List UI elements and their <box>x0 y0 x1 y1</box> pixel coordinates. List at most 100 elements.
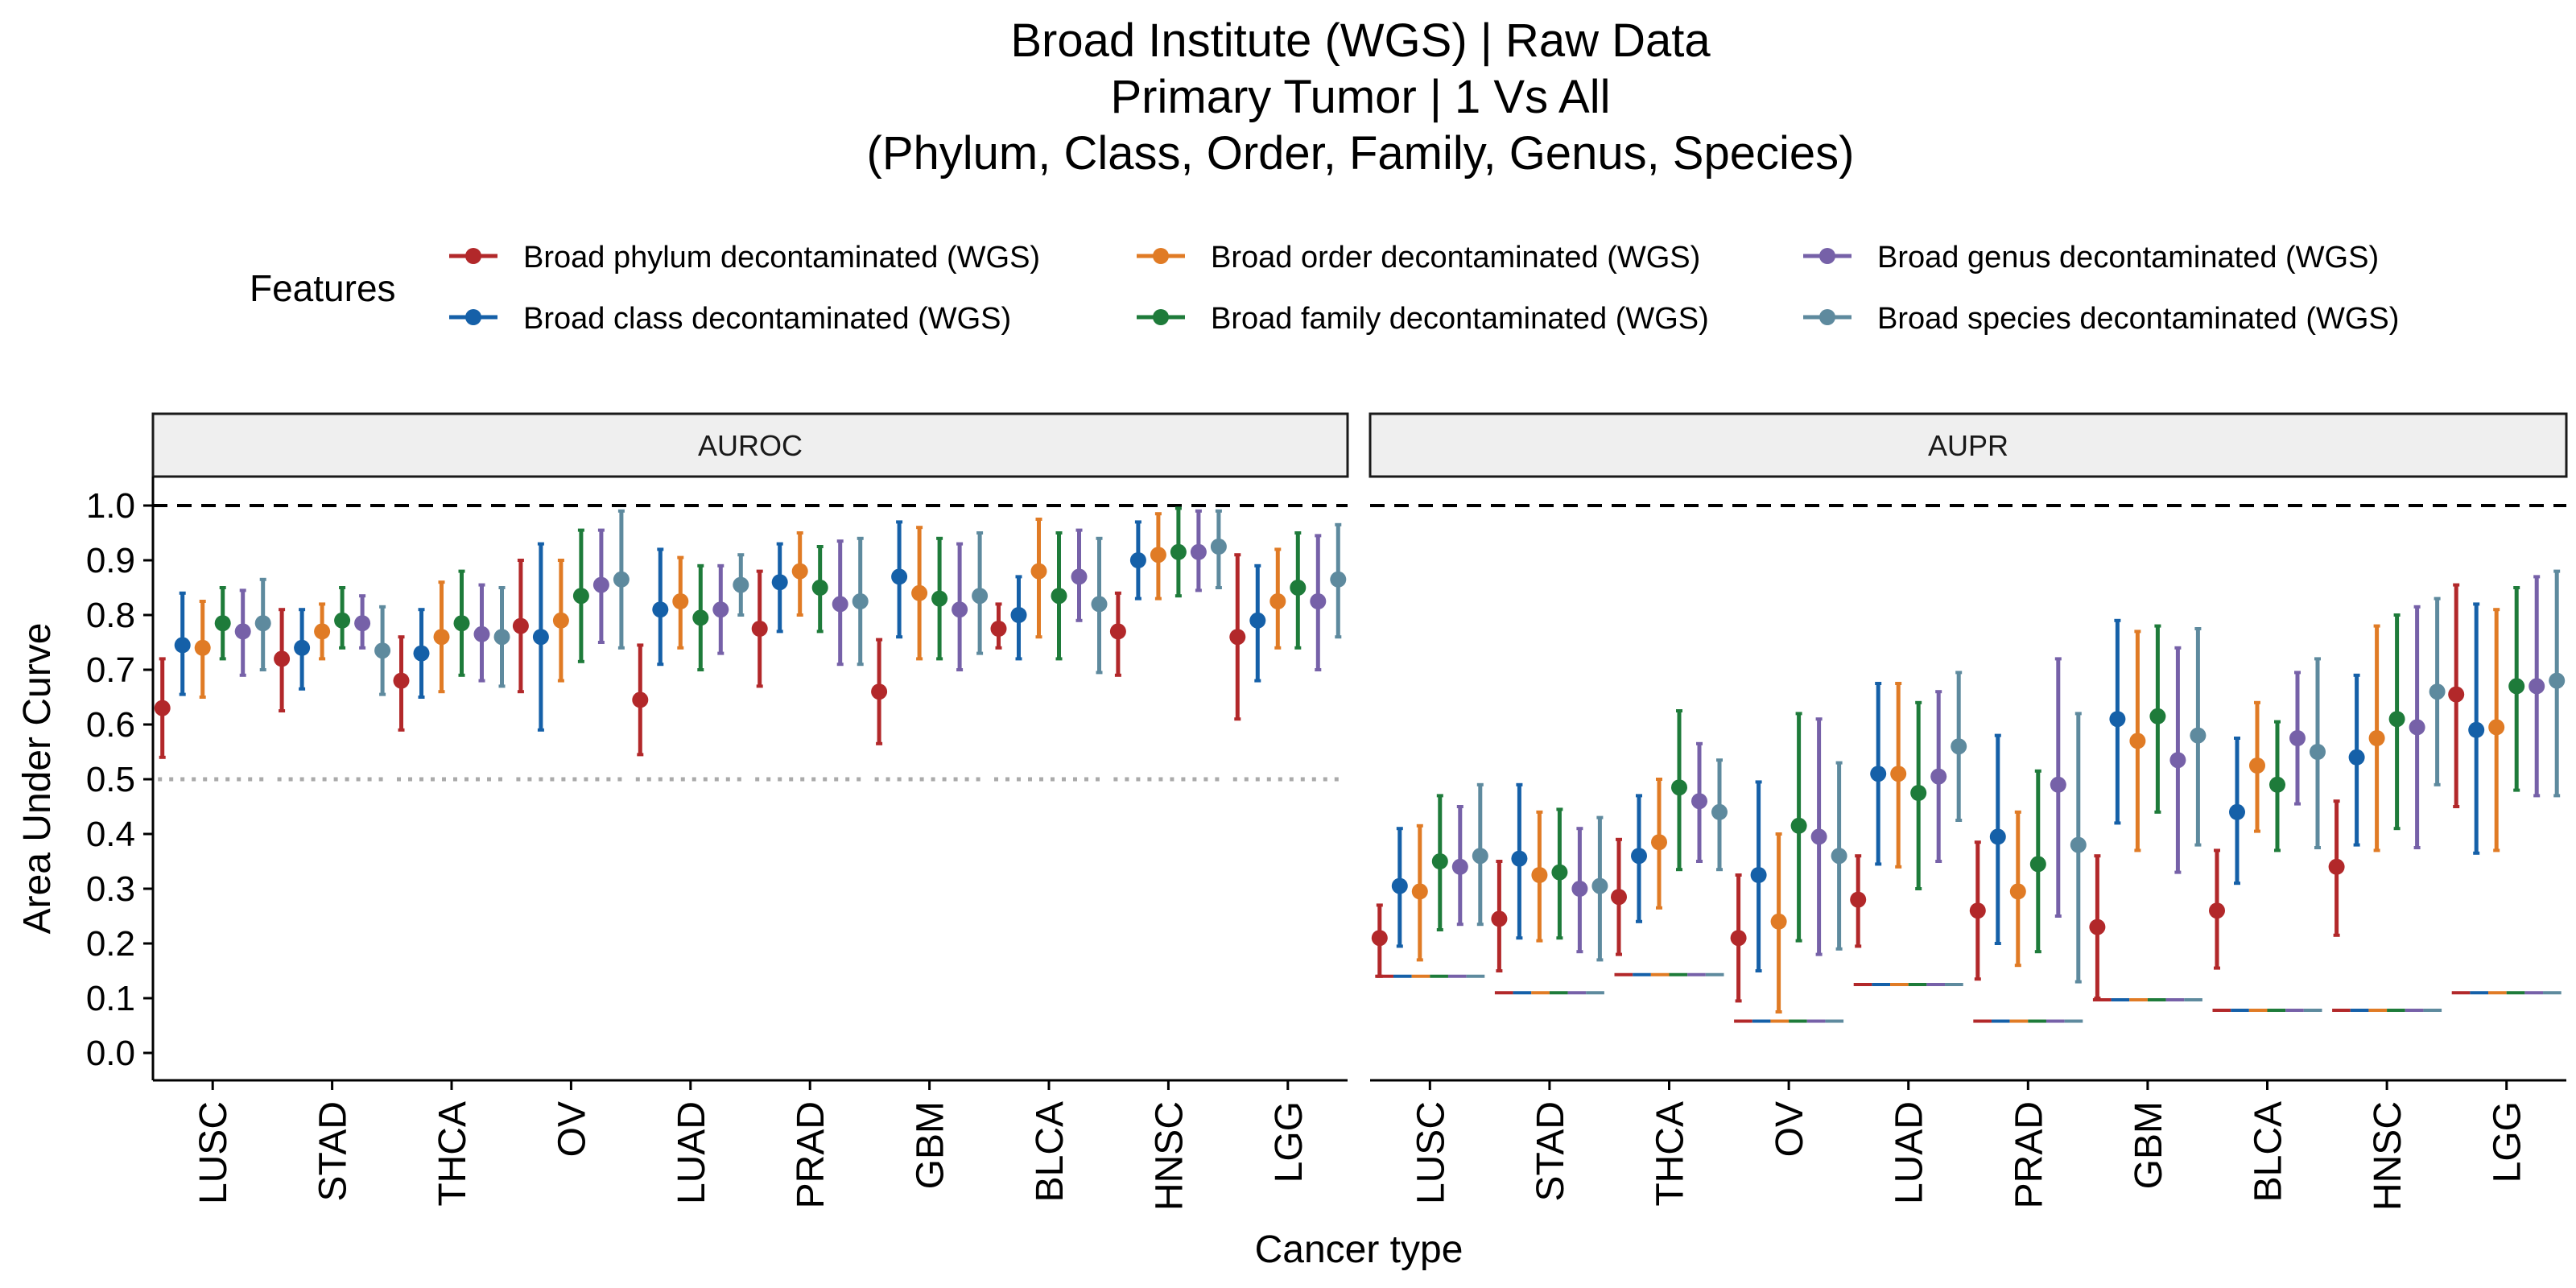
data-point <box>2050 776 2066 793</box>
data-point <box>1750 867 1767 883</box>
x-tick-label: LUSC <box>192 1101 235 1204</box>
y-tick-label: 0.9 <box>86 541 135 580</box>
data-point <box>1890 766 1907 782</box>
data-point <box>1511 850 1528 867</box>
x-tick-label: LGG <box>2487 1101 2529 1183</box>
data-point <box>791 563 808 580</box>
x-axis: LUSC STAD THCA OV LUAD PRAD GBM BLCA HNSC LGG LUSC… <box>192 1080 2529 1211</box>
data-point <box>2089 919 2106 935</box>
data-point <box>1411 883 1428 900</box>
legend-label: Broad class decontaminated (WGS) <box>523 302 1011 336</box>
chart-title-line-1: Broad Institute (WGS) | Raw Data <box>1010 14 1711 67</box>
data-point <box>1770 913 1787 930</box>
data-point <box>1831 848 1847 865</box>
data-point <box>2429 683 2446 700</box>
y-axis-title: Area Under Curve <box>16 623 59 935</box>
data-point <box>1611 889 1627 906</box>
data-point <box>1790 817 1807 834</box>
data-point <box>1249 612 1266 629</box>
legend-key-point <box>1819 248 1835 264</box>
data-point <box>1631 848 1647 865</box>
data-point <box>832 596 848 613</box>
x-axis-title: Cancer type <box>1255 1228 1463 1271</box>
data-point <box>234 623 251 640</box>
data-point <box>911 584 928 601</box>
data-point <box>652 601 669 618</box>
data-point <box>1571 881 1588 897</box>
data-point <box>852 593 869 609</box>
data-point <box>1531 867 1548 883</box>
x-tick-label: LUAD <box>1889 1101 1931 1204</box>
data-point <box>1150 547 1166 564</box>
data-point <box>393 672 410 689</box>
data-point <box>2409 719 2425 736</box>
legend-item: Broad genus decontaminated (WGS) <box>1803 241 2379 275</box>
data-point <box>2289 730 2306 746</box>
data-point <box>2468 721 2485 738</box>
x-tick-label: BLCA <box>2248 1101 2290 1202</box>
legend-item: Broad class decontaminated (WGS) <box>449 302 1011 336</box>
data-point <box>1091 596 1108 613</box>
data-point <box>2229 803 2245 820</box>
data-point <box>254 615 271 632</box>
legend-item: Broad order decontaminated (WGS) <box>1137 241 1700 275</box>
data-point <box>2149 708 2166 724</box>
data-point <box>771 574 788 591</box>
data-point <box>2169 752 2186 769</box>
data-point <box>314 623 331 640</box>
chart-title-line-2: Primary Tumor | 1 Vs All <box>1111 71 1611 123</box>
data-point <box>2009 883 2026 900</box>
data-point <box>374 642 391 659</box>
legend-key-point <box>1153 309 1169 325</box>
data-point <box>1591 877 1608 894</box>
legend-item: Broad species decontaminated (WGS) <box>1803 302 2399 336</box>
facet-label-auroc: AUROC <box>698 429 803 462</box>
data-point <box>891 568 908 585</box>
data-point <box>334 612 351 629</box>
data-point <box>1290 580 1307 596</box>
data-point <box>1269 593 1286 609</box>
data-point <box>1170 543 1187 560</box>
data-point <box>2310 744 2326 760</box>
data-point <box>552 612 569 629</box>
y-tick-label: 1.0 <box>86 486 135 526</box>
data-point <box>194 639 211 656</box>
data-point <box>1051 588 1067 605</box>
data-point <box>1850 891 1867 908</box>
data-point <box>2368 730 2385 746</box>
x-tick-label: OV <box>551 1101 593 1157</box>
data-point <box>2190 727 2207 744</box>
data-point <box>512 617 529 634</box>
data-point <box>672 593 689 609</box>
y-tick-label: 0.5 <box>86 760 135 799</box>
data-point <box>592 576 609 593</box>
legend-label: Broad genus decontaminated (WGS) <box>1877 241 2379 275</box>
data-point <box>733 576 749 593</box>
data-point <box>1229 629 1246 646</box>
data-point <box>632 691 649 708</box>
panel-aupr <box>1370 504 2566 1023</box>
y-tick-label: 0.8 <box>86 596 135 635</box>
data-point <box>2348 749 2365 766</box>
data-point <box>1129 552 1146 568</box>
x-tick-label: STAD <box>312 1101 355 1201</box>
x-tick-label: GBM <box>910 1101 952 1189</box>
legend-item: Broad phylum decontaminated (WGS) <box>449 241 1040 275</box>
data-point <box>214 615 231 632</box>
data-point <box>1330 571 1347 588</box>
panel-auroc <box>153 504 1348 782</box>
x-tick-label: HNSC <box>1148 1101 1191 1211</box>
data-point <box>692 609 709 626</box>
legend-key-point <box>1153 248 1169 264</box>
data-point <box>2070 836 2087 853</box>
data-point <box>1969 902 1986 919</box>
data-point <box>1989 828 2006 845</box>
data-point <box>493 629 510 646</box>
x-tick-label: PRAD <box>2008 1101 2050 1208</box>
data-point <box>2549 672 2566 689</box>
legend-label: Broad species decontaminated (WGS) <box>1877 302 2399 336</box>
legend-label: Broad phylum decontaminated (WGS) <box>523 241 1040 275</box>
data-point <box>871 683 888 700</box>
x-tick-label: HNSC <box>2367 1101 2409 1211</box>
legend-key-point <box>465 248 481 264</box>
